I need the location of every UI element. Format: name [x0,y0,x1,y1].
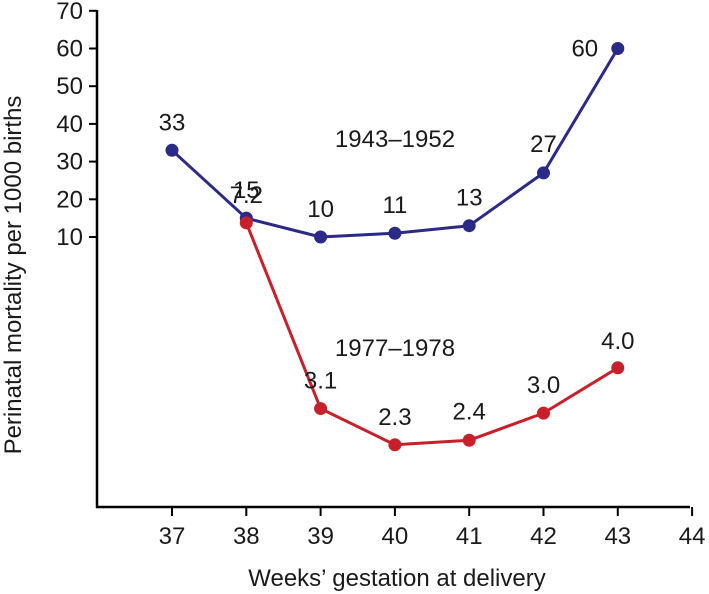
y-ticks: 10 20 30 40 50 60 70 [56,0,97,251]
x-ticks: 37 38 39 40 41 42 43 44 [159,507,706,550]
series-line [244,222,619,447]
data-label: 11 [382,192,407,219]
data-point [462,433,476,447]
x-tick-label: 40 [382,523,409,550]
data-point [314,230,328,244]
series-1: 7.2 3.1 2.3 2.4 3.0 4.0 1977–1978 [230,182,634,452]
data-label: 2.3 [378,404,411,431]
x-tick-label: 37 [159,523,186,550]
data-point [388,438,402,452]
y-tick-label: 60 [56,36,83,63]
data-point [239,216,253,230]
x-tick-label: 38 [233,523,260,550]
x-tick-label: 41 [456,523,483,550]
series-name-label: 1943–1952 [335,126,455,153]
x-tick-label: 43 [604,523,631,550]
data-label: 27 [530,131,557,158]
data-label: 3.0 [527,372,560,399]
data-label: 13 [456,185,483,212]
data-point [611,361,625,375]
data-label: 7.2 [230,182,263,209]
data-label: 3.1 [304,368,337,395]
x-axis-title: Weeks’ gestation at delivery [248,565,545,592]
y-tick-label: 40 [56,111,83,138]
x-tick-label: 44 [679,523,706,550]
data-point [537,406,550,420]
series-group: 33 15 10 11 13 27 60 1943–1952 7.2 3.1 2.3 2.4 3.0 4.… [159,36,634,452]
data-point [314,402,328,416]
series-0: 33 15 10 11 13 27 60 1943–1952 [159,36,625,244]
data-label: 33 [159,109,186,136]
y-axis-title: Perinatal mortality per 1000 births [0,96,27,455]
data-point [537,166,550,180]
data-label: 2.4 [453,398,486,425]
data-label: 15 [233,177,260,204]
y-tick-label: 50 [56,73,83,100]
data-point [611,42,625,55]
series-name-label: 1977–1978 [335,335,455,362]
axes [95,10,690,509]
data-label: 60 [571,36,598,63]
y-tick-label: 10 [56,224,83,251]
data-point [165,143,179,157]
x-tick-label: 42 [530,523,557,550]
data-label: 4.0 [601,328,634,355]
y-tick-label: 70 [56,0,83,25]
x-tick-label: 39 [307,523,334,550]
y-tick-label: 30 [56,149,83,176]
data-point [462,219,476,233]
y-tick-label: 20 [56,186,83,213]
data-label: 10 [307,196,334,223]
data-point [388,226,402,240]
